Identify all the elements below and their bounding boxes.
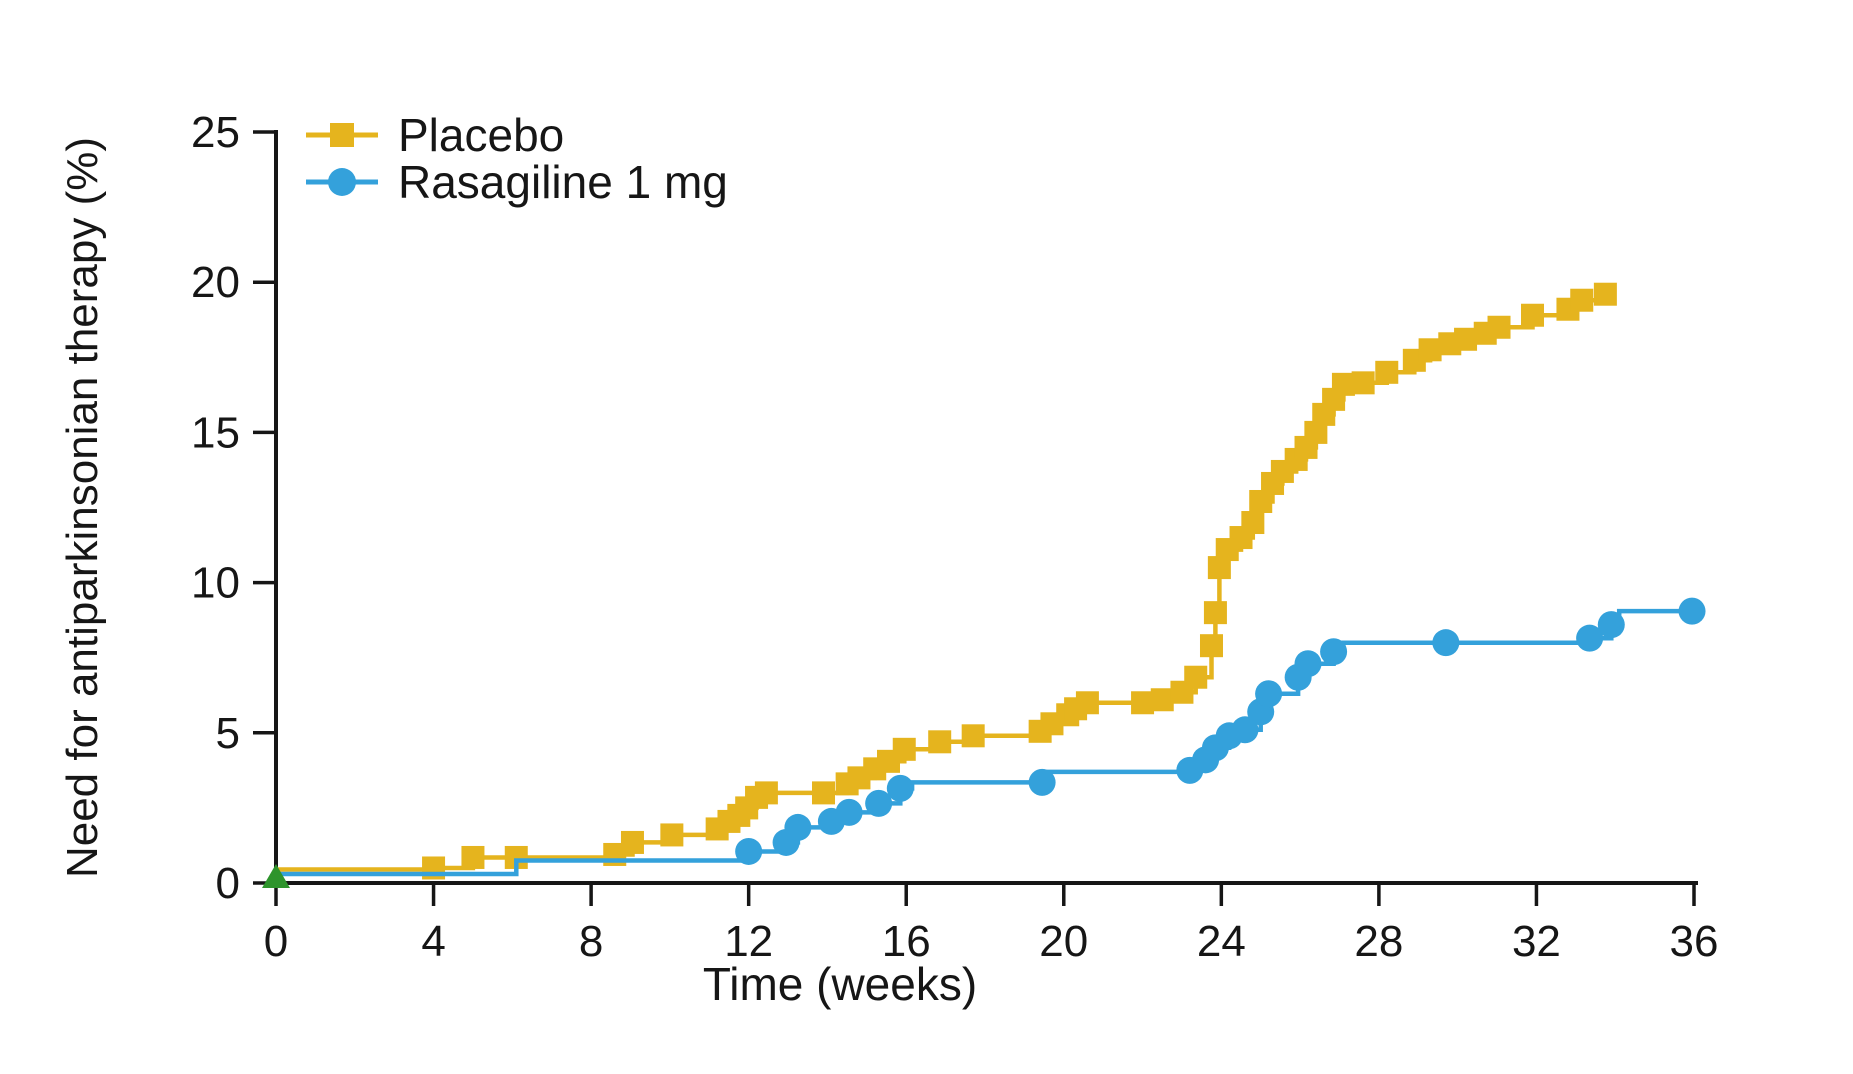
marker-rasagiline-1-mg [1678, 597, 1706, 625]
x-tick-label: 8 [579, 917, 603, 966]
x-tick-label: 32 [1512, 917, 1561, 966]
marker-rasagiline-1-mg [1576, 624, 1604, 652]
marker-placebo [1184, 665, 1208, 689]
marker-placebo [1249, 489, 1273, 513]
marker-rasagiline-1-mg [886, 774, 914, 802]
x-axis-title: Time (weeks) [703, 958, 977, 1010]
marker-rasagiline-1-mg [1320, 638, 1348, 666]
marker-placebo [1207, 556, 1231, 580]
marker-placebo [1150, 688, 1174, 712]
marker-placebo [1418, 338, 1442, 362]
marker-placebo [1570, 288, 1594, 312]
marker-placebo [461, 845, 485, 869]
x-tick-label: 4 [421, 917, 445, 966]
marker-placebo [754, 781, 778, 805]
marker-placebo [1304, 420, 1328, 444]
marker-rasagiline-1-mg [735, 837, 763, 865]
marker-rasagiline-1-mg [1432, 629, 1460, 657]
x-tick-label: 28 [1354, 917, 1403, 966]
marker-placebo [1375, 360, 1399, 384]
marker-rasagiline-1-mg [784, 813, 812, 841]
marker-placebo [1351, 371, 1375, 395]
marker-placebo [892, 737, 916, 761]
x-tick-label: 12 [724, 917, 773, 966]
origin-triangle-marker [262, 863, 290, 888]
y-tick-label: 15 [191, 408, 240, 457]
marker-rasagiline-1-mg [1597, 611, 1625, 639]
marker-rasagiline-1-mg [1294, 650, 1322, 678]
marker-placebo [660, 823, 684, 847]
y-tick-label: 5 [216, 709, 240, 758]
marker-placebo [1131, 691, 1155, 715]
x-tick-label: 16 [882, 917, 931, 966]
y-tick-label: 10 [191, 559, 240, 608]
marker-placebo [504, 845, 528, 869]
legend-swatch-placebo [330, 123, 354, 147]
marker-rasagiline-1-mg [1255, 680, 1283, 708]
marker-rasagiline-1-mg [865, 789, 893, 817]
x-tick-label: 20 [1039, 917, 1088, 966]
y-axis-title: Need for antiparkinsonian therapy (%) [58, 137, 107, 878]
y-tick-label: 25 [191, 108, 240, 157]
marker-placebo [812, 781, 836, 805]
marker-placebo [1487, 315, 1511, 339]
marker-rasagiline-1-mg [1231, 716, 1259, 744]
marker-placebo [1454, 327, 1478, 351]
x-tick-label: 0 [264, 917, 288, 966]
x-tick-label: 36 [1670, 917, 1719, 966]
marker-placebo [1203, 601, 1227, 625]
marker-placebo [1521, 303, 1545, 327]
legend-swatch-rasagiline-1-mg [328, 168, 356, 196]
marker-placebo [961, 724, 985, 748]
y-tick-label: 0 [216, 859, 240, 908]
marker-rasagiline-1-mg [835, 798, 863, 826]
marker-placebo [1593, 282, 1617, 306]
legend-label-rasagiline-1-mg: Rasagiline 1 mg [398, 156, 728, 208]
marker-placebo [928, 730, 952, 754]
marker-placebo [620, 830, 644, 854]
marker-rasagiline-1-mg [1028, 768, 1056, 796]
marker-placebo [1241, 511, 1265, 535]
y-tick-label: 20 [191, 258, 240, 307]
marker-placebo [1199, 634, 1223, 658]
legend-label-placebo: Placebo [398, 109, 564, 161]
marker-placebo [1331, 372, 1355, 396]
x-tick-label: 24 [1197, 917, 1246, 966]
marker-placebo [1075, 691, 1099, 715]
